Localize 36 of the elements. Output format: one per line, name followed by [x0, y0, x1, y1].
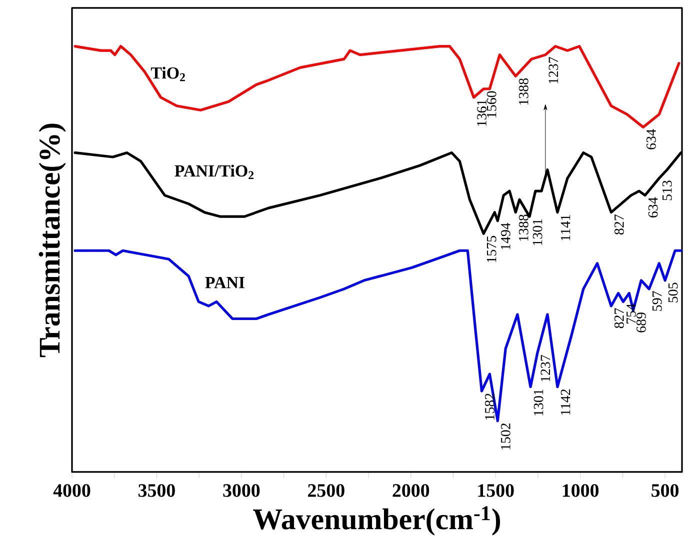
x-tick-label: 3000 — [223, 484, 260, 497]
annotation: 1388 — [518, 78, 528, 105]
annotation: 754 — [626, 304, 636, 324]
x-tick-label: 500 — [652, 484, 679, 497]
annotation: 1388 — [518, 214, 528, 241]
x-tick-label: 2500 — [308, 484, 344, 497]
annotation: 634 — [648, 197, 658, 218]
x-tick-label: 1000 — [562, 484, 599, 497]
annotation: 1301 — [534, 389, 544, 416]
annotation: 1142 — [560, 389, 570, 415]
annotation: 1575 — [486, 236, 496, 262]
annotation: 1237 — [540, 354, 550, 382]
annotation: 513 — [662, 180, 672, 200]
annotation: 1237 — [548, 57, 558, 84]
annotation: 1301 — [532, 219, 542, 246]
x-axis-title: Wavenumber(cm$^{-1}$) — [253, 506, 500, 536]
annotation: 827 — [614, 308, 624, 328]
y-axis-title: Transmittance(%) — [38, 124, 66, 358]
series-label: TiO$_{2}$ — [150, 66, 185, 82]
annotation: 1582 — [485, 394, 494, 420]
annotation: 689 — [636, 312, 646, 332]
annotation: 505 — [668, 282, 678, 302]
series-label: PANI — [205, 276, 244, 288]
annotation: 827 — [614, 214, 624, 234]
annotation: 1141 — [560, 214, 570, 240]
x-tick-label: 2000 — [392, 484, 430, 497]
annotation: 1560 — [486, 91, 496, 118]
annotation: 597 — [652, 291, 662, 311]
x-tick-label: 1500 — [478, 484, 514, 497]
annotation: 1494 — [500, 222, 510, 250]
series-label: PANI/TiO$_{2}$ — [174, 164, 254, 180]
annotation: 1502 — [500, 423, 510, 450]
x-tick-label: 3500 — [138, 484, 175, 497]
annotation: 634 — [646, 129, 656, 150]
x-tick-label: 4000 — [53, 484, 90, 497]
annotation: 1361 — [477, 100, 486, 126]
